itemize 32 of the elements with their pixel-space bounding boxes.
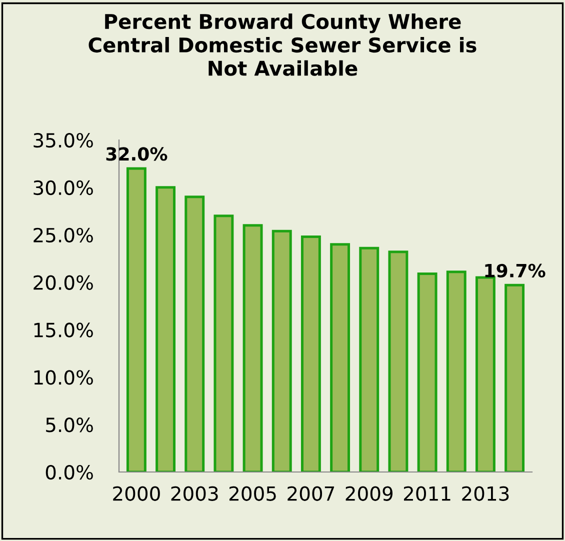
y-tick-label: 30.0%: [34, 180, 93, 196]
data-label: 19.7%: [485, 264, 546, 278]
y-tick-label: 25.0%: [34, 228, 93, 243]
bar: [417, 272, 438, 472]
x-tick-label: 2009: [346, 486, 392, 501]
bar: [388, 250, 408, 472]
x-tick-label: 2000: [113, 486, 160, 501]
bar: [359, 246, 380, 472]
x-tick-label: 2005: [229, 486, 276, 501]
data-label: 32.0%: [106, 147, 168, 161]
x-tick-label: 2013: [462, 486, 509, 501]
y-tick-label: 5.0%: [46, 418, 93, 432]
bar: [475, 276, 496, 472]
bar: [330, 243, 350, 472]
y-tick-label: 35.0%: [34, 132, 93, 148]
x-tick-label: 2011: [404, 486, 450, 501]
bar: [126, 167, 146, 472]
y-tick-label: 10.0%: [34, 370, 93, 385]
bar: [184, 196, 205, 472]
chart-title: Percent Broward County Where Central Domestic Sewer Service is Not Available: [88, 14, 476, 76]
bar: [504, 284, 525, 472]
y-tick-label: 20.0%: [34, 275, 93, 290]
bar: [272, 230, 292, 472]
y-tick-label: 0.0%: [46, 464, 93, 480]
bar: [214, 214, 234, 472]
bar: [300, 236, 321, 472]
x-tick-label: 2007: [288, 486, 334, 501]
bar: [446, 270, 466, 472]
x-tick-label: 2003: [171, 486, 218, 501]
bar: [156, 186, 176, 472]
y-tick-label: 15.0%: [34, 322, 93, 338]
bar: [242, 224, 263, 472]
